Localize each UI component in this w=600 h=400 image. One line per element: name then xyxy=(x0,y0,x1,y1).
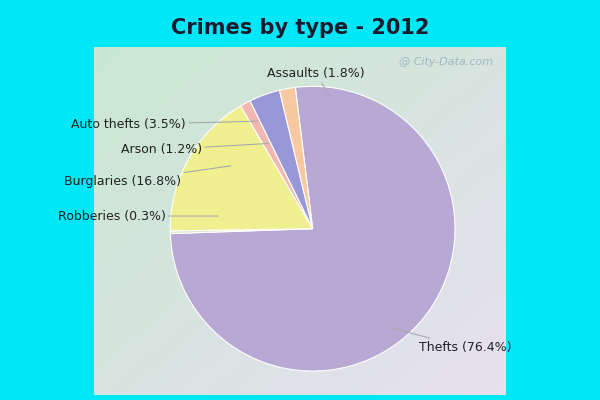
Text: Thefts (76.4%): Thefts (76.4%) xyxy=(389,328,511,354)
Wedge shape xyxy=(170,86,455,371)
Text: Crimes by type - 2012: Crimes by type - 2012 xyxy=(171,18,429,38)
Wedge shape xyxy=(170,106,313,231)
Text: Burglaries (16.8%): Burglaries (16.8%) xyxy=(64,166,231,188)
Wedge shape xyxy=(170,229,313,234)
Wedge shape xyxy=(250,90,313,229)
Text: Auto thefts (3.5%): Auto thefts (3.5%) xyxy=(71,118,257,131)
Text: Arson (1.2%): Arson (1.2%) xyxy=(121,143,269,156)
Text: Robberies (0.3%): Robberies (0.3%) xyxy=(58,210,218,222)
Text: @ City-Data.com: @ City-Data.com xyxy=(399,57,493,67)
Wedge shape xyxy=(241,101,313,229)
Text: Assaults (1.8%): Assaults (1.8%) xyxy=(267,67,365,97)
Wedge shape xyxy=(280,88,313,229)
